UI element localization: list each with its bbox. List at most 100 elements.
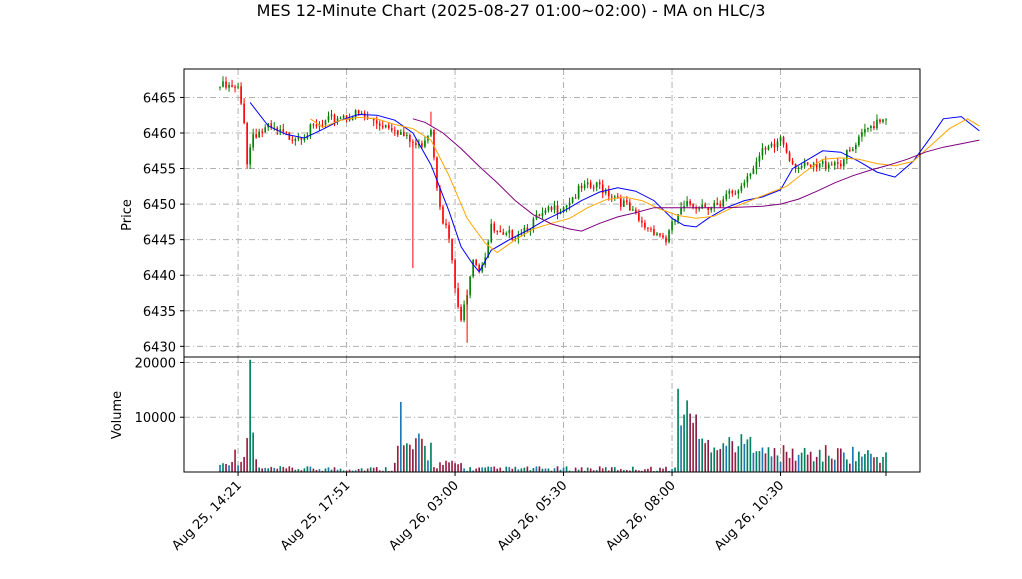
volume-panel-border — [183, 356, 921, 473]
price-panel-frame — [184, 69, 920, 357]
candle-body — [800, 166, 803, 168]
volume-bar — [821, 461, 824, 472]
candle-body — [755, 161, 758, 169]
candle-body — [565, 205, 568, 208]
candle-body — [707, 206, 710, 211]
candle-body — [855, 144, 857, 150]
volume-bar — [312, 468, 315, 472]
volume-bar — [402, 445, 405, 472]
volume-bar — [598, 466, 601, 472]
volume-bar — [231, 462, 233, 472]
volume-bar — [701, 438, 704, 472]
candle-body — [436, 157, 438, 189]
candle-body — [366, 116, 369, 119]
candle-body — [469, 276, 471, 296]
candle-body — [785, 144, 788, 153]
volume-bar — [616, 470, 619, 472]
candle-body — [333, 114, 336, 123]
x-tick-label: Aug 25, 17:51 — [278, 478, 354, 554]
candle-body — [243, 103, 245, 124]
candle-body — [231, 84, 233, 87]
volume-bar — [469, 467, 471, 472]
candle-body — [788, 152, 791, 161]
volume-bar — [366, 468, 369, 472]
price-tick-label: 6465 — [143, 91, 176, 106]
volume-bar — [219, 464, 221, 472]
candle-body — [686, 201, 688, 207]
candle-body — [393, 130, 396, 132]
candle-body — [439, 188, 441, 207]
volume-bar — [842, 452, 845, 472]
price-tick-label: 6430 — [143, 340, 176, 355]
price-tick-label: 6460 — [143, 127, 176, 142]
candle-body — [764, 148, 767, 150]
volume-bar — [692, 422, 694, 472]
volume-bar — [457, 464, 459, 472]
candle-body — [330, 114, 333, 117]
candle-body — [842, 159, 845, 167]
candle-body — [809, 164, 812, 167]
volume-bar — [785, 451, 788, 472]
volume-bar — [360, 468, 363, 472]
candle-body — [610, 196, 613, 198]
volume-bar — [421, 438, 423, 472]
candle-body — [240, 86, 242, 104]
volume-bar — [246, 438, 248, 472]
candle-body — [607, 190, 610, 197]
candle-body — [448, 225, 450, 239]
volume-bar — [800, 452, 803, 472]
volume-bar — [586, 467, 589, 472]
candle-body — [345, 115, 348, 119]
volume-bar — [839, 448, 842, 472]
volume-bar — [749, 436, 752, 472]
volume-bar — [565, 466, 568, 472]
candle-body — [496, 230, 499, 232]
volume-bar — [833, 459, 836, 472]
volume-bar — [845, 459, 848, 472]
volume-bar — [267, 468, 270, 472]
volume-bar — [276, 468, 279, 472]
volume-bar — [372, 467, 375, 472]
candle-body — [619, 198, 622, 207]
volume-bar — [689, 413, 691, 472]
candle-body — [424, 140, 426, 147]
volume-bar — [698, 438, 700, 472]
volume-bar — [327, 467, 330, 472]
candle-body — [861, 132, 863, 137]
candle-body — [770, 143, 773, 147]
volume-bar — [873, 457, 875, 472]
candle-body — [598, 182, 601, 185]
candle-body — [442, 206, 444, 224]
candle-body — [812, 163, 815, 167]
volume-bar — [550, 470, 553, 472]
candle-body — [381, 125, 384, 128]
candle-body — [348, 118, 351, 121]
candle-body — [261, 131, 264, 133]
volume-bar — [448, 462, 450, 472]
volume-bar — [629, 470, 631, 472]
candle-body — [677, 214, 679, 221]
volume-bar — [746, 439, 749, 472]
candle-body — [716, 202, 719, 205]
volume-bar — [671, 468, 673, 472]
candle-body — [454, 260, 456, 289]
candle-body — [252, 134, 254, 148]
candle-body — [237, 86, 239, 88]
candle-body — [821, 161, 824, 164]
candle-body — [390, 128, 393, 131]
volume-bar — [656, 470, 658, 472]
candle-body — [824, 161, 827, 169]
volume-bar — [330, 469, 333, 472]
candle-body — [502, 232, 505, 235]
volume-bar — [662, 468, 664, 472]
volume-bar — [827, 455, 830, 472]
volume-bar — [713, 447, 716, 472]
chart-title: MES 12-Minute Chart (2025-08-27 01:00~02… — [257, 1, 766, 20]
candle-body — [728, 190, 731, 194]
volume-bar — [294, 469, 297, 472]
volume-bar — [818, 449, 821, 472]
volume-bar — [809, 451, 812, 472]
volume-bar — [321, 470, 324, 472]
volume-bar — [849, 463, 851, 472]
candle-body — [228, 84, 230, 88]
